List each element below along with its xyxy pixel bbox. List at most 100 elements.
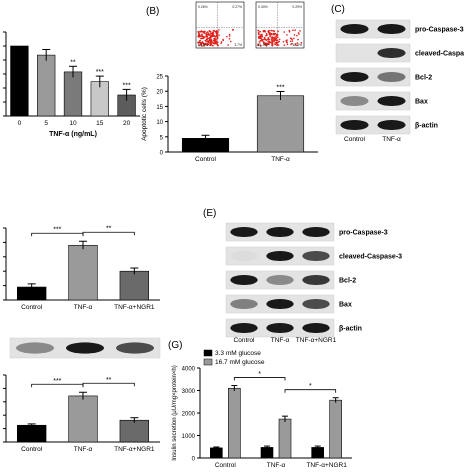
lane-label: TNF-α xyxy=(382,136,401,143)
blot-band xyxy=(340,71,369,83)
x-tick-label: TNF-α+NGR1 xyxy=(114,446,155,453)
y-tick-label: 1000 xyxy=(182,434,196,440)
blot-band xyxy=(230,226,258,238)
event-dot xyxy=(216,41,219,44)
event-dot xyxy=(200,33,203,36)
event-dot xyxy=(202,35,205,38)
event-dot xyxy=(266,42,269,45)
event-dot xyxy=(205,33,208,36)
event-dot xyxy=(270,33,272,36)
x-tick-label: 15 xyxy=(96,120,104,127)
blot-band xyxy=(302,226,330,238)
blot-band xyxy=(266,250,294,262)
event-dot xyxy=(206,44,209,47)
event-dot xyxy=(275,37,278,40)
quadrant-value: 3.7% xyxy=(234,43,242,47)
bracket-label: *** xyxy=(53,378,61,385)
event-dot xyxy=(271,36,274,39)
blot-band xyxy=(230,250,258,262)
bar xyxy=(260,447,274,459)
bar xyxy=(228,387,241,459)
event-dot xyxy=(208,38,211,41)
event-dot xyxy=(273,33,276,36)
bracket-label: * xyxy=(258,371,261,378)
event-dot xyxy=(265,44,268,47)
blot-band xyxy=(377,23,406,35)
significance-bracket xyxy=(233,377,286,381)
bar xyxy=(119,419,150,443)
x-tick-label: TNF-α xyxy=(74,304,93,311)
event-dot xyxy=(218,29,220,31)
band-label: Bax xyxy=(415,99,428,106)
event-dot xyxy=(259,34,262,37)
band-label: pro-Caspase-3 xyxy=(415,27,464,34)
band-label: pro-Caspase-3 xyxy=(339,230,388,237)
event-dot xyxy=(201,45,203,47)
event-dot xyxy=(292,29,294,31)
y-tick-label: 0 xyxy=(160,151,164,157)
event-dot xyxy=(270,38,273,41)
lane-label: Control xyxy=(344,136,366,143)
significance-label: *** xyxy=(96,69,104,76)
event-dot xyxy=(299,30,301,32)
event-dot xyxy=(260,37,262,40)
event-dot xyxy=(197,35,200,38)
significance-label: ** xyxy=(70,59,76,66)
event-dot xyxy=(212,32,215,35)
event-dot xyxy=(275,42,278,45)
bar xyxy=(68,244,98,301)
event-dot xyxy=(210,39,213,42)
event-dot xyxy=(211,44,214,47)
event-dot xyxy=(275,35,278,38)
event-dot xyxy=(229,40,232,43)
event-dot xyxy=(291,40,294,42)
quadrant-value: 95.8% xyxy=(198,43,208,47)
event-dot xyxy=(263,30,266,32)
event-dot xyxy=(222,38,224,41)
band-label: cleaved-Caspa xyxy=(415,51,464,58)
x-tick-label: Control xyxy=(195,156,217,163)
bracket-label: *** xyxy=(53,227,61,234)
blot-band xyxy=(302,322,330,334)
event-dot xyxy=(278,38,281,41)
event-dot xyxy=(282,40,285,43)
event-dot xyxy=(296,34,298,37)
bar xyxy=(278,418,292,459)
event-dot xyxy=(296,42,299,44)
event-dot xyxy=(209,32,212,35)
blot-band xyxy=(230,298,258,310)
bar xyxy=(16,424,47,443)
event-dot xyxy=(268,33,271,36)
band-label: Bax xyxy=(339,302,352,309)
legend-label: 16.7 mM glucose xyxy=(215,359,265,366)
bar xyxy=(119,270,150,301)
chart-g: 0 1000 2000 3000 4000 Control TNF-α TNF-α+NGR1 *… xyxy=(172,349,352,469)
event-dot xyxy=(208,34,211,37)
bar xyxy=(10,45,29,117)
blot-band xyxy=(230,322,258,334)
quadrant-value: 0.34% xyxy=(258,5,268,9)
chart-d: Control TNF-α TNF-α+NGR1*** ** xyxy=(3,226,160,311)
event-dot xyxy=(289,40,292,43)
event-dot xyxy=(262,38,265,41)
event-dot xyxy=(207,40,210,43)
band-label: β-actin xyxy=(339,326,362,333)
event-dot xyxy=(216,37,219,39)
band-label: Bcl-2 xyxy=(339,278,356,285)
y-tick-label: 15 xyxy=(156,105,163,111)
panel-label-c: (C) xyxy=(331,4,345,15)
event-dot xyxy=(228,37,231,40)
event-dot xyxy=(228,35,231,37)
event-dot xyxy=(257,32,260,34)
event-dot xyxy=(274,41,277,44)
band-label: Bcl-2 xyxy=(415,75,432,82)
event-dot xyxy=(218,34,220,37)
bar xyxy=(63,71,83,117)
event-dot xyxy=(271,42,273,45)
event-dot xyxy=(217,44,219,47)
significance-bracket xyxy=(284,389,337,393)
event-dot xyxy=(212,29,215,32)
blot-band xyxy=(340,95,369,107)
event-dot xyxy=(257,44,260,47)
